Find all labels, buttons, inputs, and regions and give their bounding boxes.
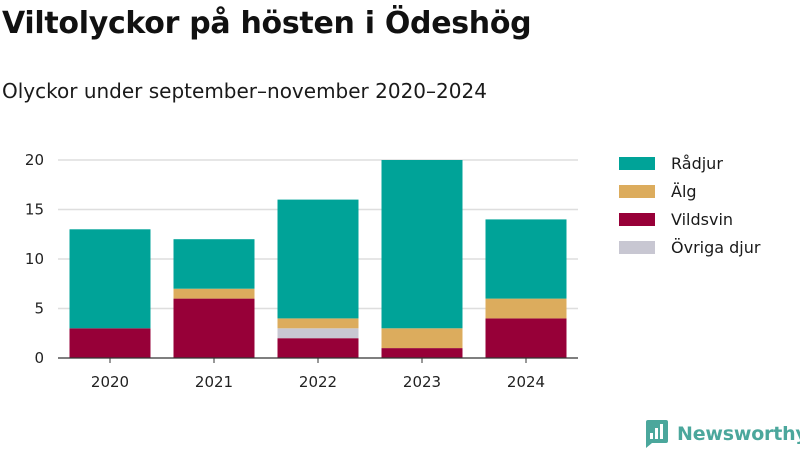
x-tick-label: 2020 <box>91 373 129 391</box>
bar-segment <box>485 318 567 358</box>
bar-segment <box>277 199 359 319</box>
bar-segment <box>173 239 255 289</box>
bar-segment <box>485 219 567 299</box>
legend-swatch <box>619 156 655 170</box>
bar-segment <box>173 298 255 358</box>
brand-name: Newsworthy <box>677 423 800 445</box>
x-tick-label: 2021 <box>195 373 233 391</box>
legend-swatch <box>619 184 655 198</box>
legend-item: Rådjur <box>619 149 760 177</box>
legend-item: Älg <box>619 177 760 205</box>
brand-logo: Newsworthy <box>643 419 800 449</box>
y-tick-label: 0 <box>34 349 44 367</box>
legend-label: Vildsvin <box>671 209 734 229</box>
bars <box>69 160 567 358</box>
x-tick-label: 2022 <box>299 373 337 391</box>
bar-segment <box>277 328 359 339</box>
bar-chart-logo-icon <box>646 420 668 448</box>
legend-swatch <box>619 212 655 226</box>
legend-item: Vildsvin <box>619 205 760 233</box>
bar-segment <box>381 160 463 329</box>
y-tick-label: 20 <box>25 151 44 169</box>
y-tick-label: 5 <box>34 300 44 318</box>
x-axis <box>58 357 578 363</box>
legend-label: Älg <box>671 181 697 201</box>
x-tick-label: 2023 <box>403 373 441 391</box>
y-tick-label: 10 <box>25 250 44 268</box>
x-tick-label: 2024 <box>507 373 545 391</box>
bar-segment <box>69 229 151 329</box>
bar-segment <box>277 338 359 358</box>
bar-segment <box>277 318 359 329</box>
bar-segment <box>381 348 463 358</box>
legend-item: Övriga djur <box>619 233 760 261</box>
y-tick-label: 15 <box>25 201 44 219</box>
bar-segment <box>69 328 151 358</box>
legend-label: Övriga djur <box>671 237 761 257</box>
chart-title: Viltolyckor på hösten i Ödeshög <box>2 6 532 41</box>
bar-segment <box>485 298 567 319</box>
bar-segment <box>381 328 463 349</box>
bar-segment <box>173 288 255 299</box>
chart-subtitle: Olyckor under september–november 2020–20… <box>2 79 487 103</box>
legend-swatch <box>619 240 655 254</box>
legend: Rådjur Älg Vildsvin Övriga djur <box>619 149 760 261</box>
legend-label: Rådjur <box>671 153 723 173</box>
